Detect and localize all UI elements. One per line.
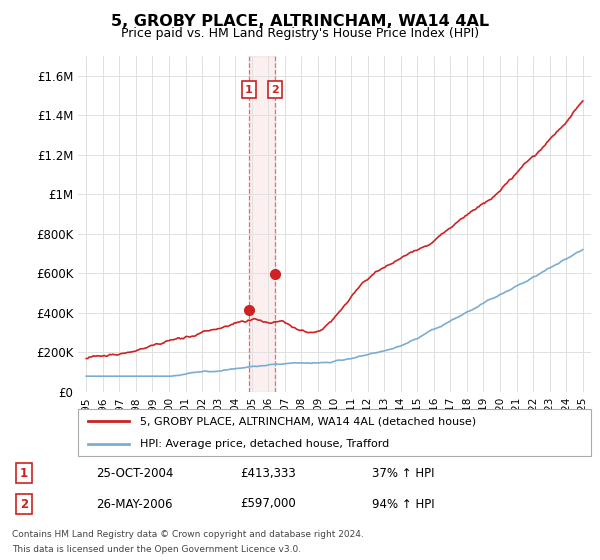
Text: 1: 1 (20, 466, 28, 480)
Text: 37% ↑ HPI: 37% ↑ HPI (372, 466, 434, 480)
Text: Price paid vs. HM Land Registry's House Price Index (HPI): Price paid vs. HM Land Registry's House … (121, 27, 479, 40)
Bar (249, 56, 275, 392)
Text: £597,000: £597,000 (240, 497, 296, 511)
Text: This data is licensed under the Open Government Licence v3.0.: This data is licensed under the Open Gov… (12, 545, 301, 554)
Text: HPI: Average price, detached house, Trafford: HPI: Average price, detached house, Traf… (140, 439, 389, 449)
Text: 2: 2 (271, 85, 279, 95)
Text: 1: 1 (245, 85, 253, 95)
Text: £413,333: £413,333 (240, 466, 296, 480)
Text: Contains HM Land Registry data © Crown copyright and database right 2024.: Contains HM Land Registry data © Crown c… (12, 530, 364, 539)
Text: 5, GROBY PLACE, ALTRINCHAM, WA14 4AL (detached house): 5, GROBY PLACE, ALTRINCHAM, WA14 4AL (de… (140, 416, 476, 426)
Text: 25-OCT-2004: 25-OCT-2004 (96, 466, 173, 480)
Text: 94% ↑ HPI: 94% ↑ HPI (372, 497, 434, 511)
Text: 26-MAY-2006: 26-MAY-2006 (96, 497, 173, 511)
Text: 2: 2 (20, 497, 28, 511)
Text: 5, GROBY PLACE, ALTRINCHAM, WA14 4AL: 5, GROBY PLACE, ALTRINCHAM, WA14 4AL (111, 14, 489, 29)
